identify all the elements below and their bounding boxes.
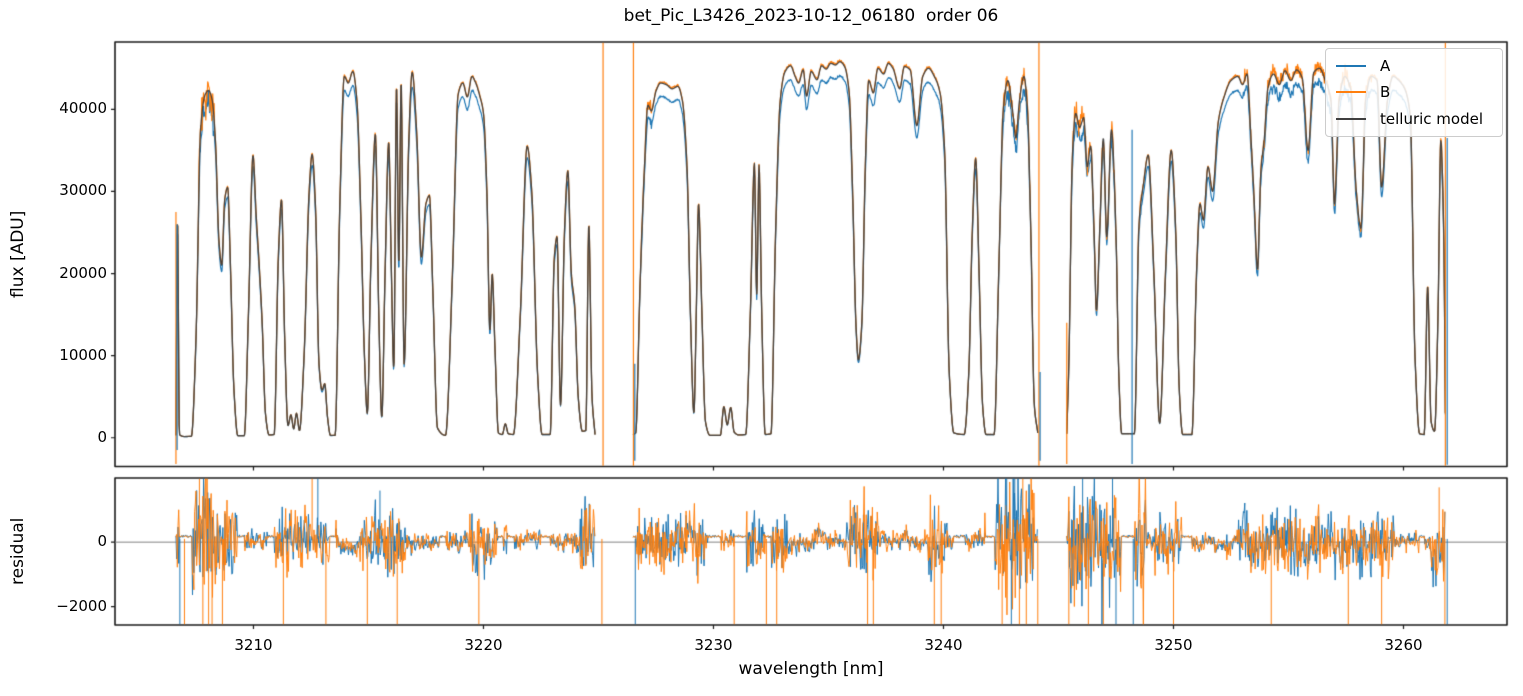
ytick-label: 0 xyxy=(97,427,107,446)
legend-item-telluric-model: telluric model xyxy=(1336,110,1492,128)
ytick-label: 30000 xyxy=(59,181,107,200)
ytick-label: −2000 xyxy=(56,596,107,615)
legend-label-telluric-model: telluric model xyxy=(1380,109,1484,128)
legend-item-a: A xyxy=(1336,57,1492,75)
ytick-label: 20000 xyxy=(59,263,107,282)
legend-swatch-a-line xyxy=(1336,65,1366,68)
legend: A B telluric model xyxy=(1325,48,1503,137)
xtick-label: 3230 xyxy=(694,636,733,654)
xtick-label: 3220 xyxy=(464,636,503,654)
xtick-label: 3260 xyxy=(1384,636,1423,654)
x-axis-label: wavelength [nm] xyxy=(738,659,884,679)
ytick-label: 0 xyxy=(97,532,107,551)
ytick-label: 40000 xyxy=(59,99,107,118)
legend-label-b: B xyxy=(1380,83,1391,102)
xtick-label: 3210 xyxy=(234,636,273,654)
legend-item-b: B xyxy=(1336,83,1492,101)
legend-swatch-b-line xyxy=(1336,91,1366,94)
legend-swatch-telluric-model-line xyxy=(1336,117,1366,120)
xtick-label: 3240 xyxy=(924,636,963,654)
legend-label-a: A xyxy=(1380,57,1391,76)
y-axis-label-flux: flux [ADU] xyxy=(8,210,28,298)
xtick-label: 3250 xyxy=(1154,636,1193,654)
ytick-label: 10000 xyxy=(59,345,107,364)
figure-title: bet_Pic_L3426_2023-10-12_06180 order 06 xyxy=(623,6,999,26)
